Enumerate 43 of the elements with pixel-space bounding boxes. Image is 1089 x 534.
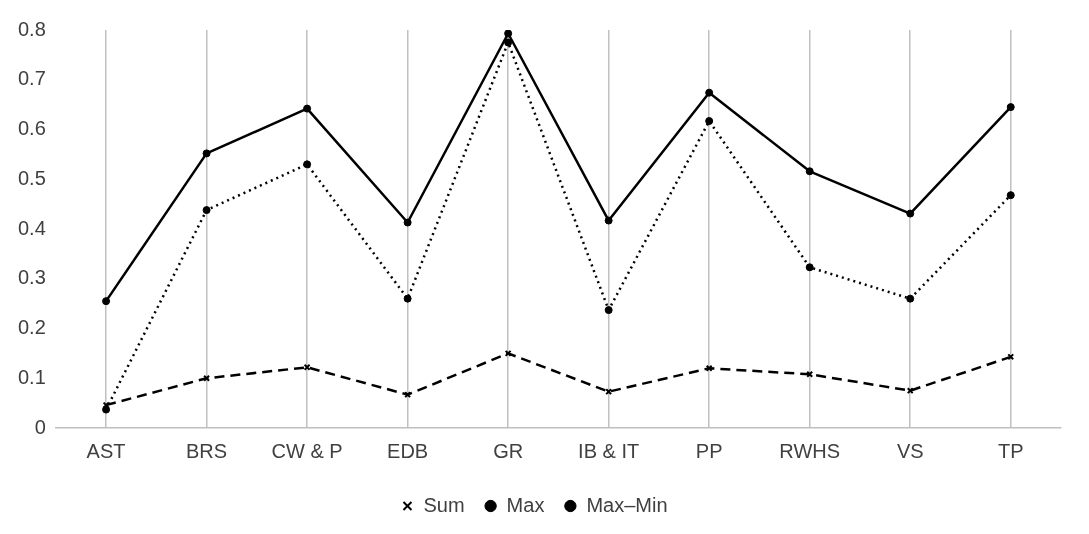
point (504, 30, 513, 38)
x-tick-label: RWHS (779, 439, 841, 462)
point (403, 294, 412, 303)
point (1006, 191, 1015, 200)
y-tick-label: 0.5 (17, 166, 46, 189)
x-tick-label: IB & IT (578, 439, 640, 462)
point (705, 117, 714, 126)
point (202, 206, 211, 215)
point (604, 216, 613, 225)
point (303, 104, 312, 113)
x-tick-label: VS (896, 439, 924, 462)
point (906, 294, 915, 303)
x-tick-label: CW & P (271, 439, 343, 462)
y-tick-label: 0.6 (17, 117, 46, 140)
point (1007, 353, 1015, 361)
y-tick-label: 0.4 (17, 216, 46, 239)
x-tick-label: BRS (186, 439, 228, 462)
x-tick-label: AST (86, 439, 126, 462)
legend-label: Max–Min (586, 493, 668, 516)
y-tick-label: 0.3 (17, 266, 46, 289)
y-tick-label: 0.8 (17, 17, 46, 40)
point (906, 209, 915, 218)
point (604, 306, 613, 315)
point (504, 38, 513, 47)
x-tick-label: GR (493, 439, 524, 462)
point (202, 149, 211, 158)
legend-label: Max (506, 493, 545, 516)
y-tick-label: 0 (34, 415, 46, 438)
point (1006, 103, 1015, 112)
x-tick-label: EDB (387, 439, 429, 462)
point (403, 218, 412, 227)
point (102, 297, 111, 306)
y-tick-label: 0.1 (17, 365, 46, 388)
point (303, 363, 311, 371)
point (705, 88, 714, 97)
point (303, 160, 312, 169)
y-tick-label: 0.2 (17, 316, 46, 339)
x-tick-label: TP (997, 439, 1024, 462)
legend-label: Sum (423, 493, 465, 516)
point (805, 167, 814, 176)
y-tick-label: 0.7 (17, 67, 46, 90)
x-tick-label: PP (695, 439, 723, 462)
point (805, 263, 814, 272)
